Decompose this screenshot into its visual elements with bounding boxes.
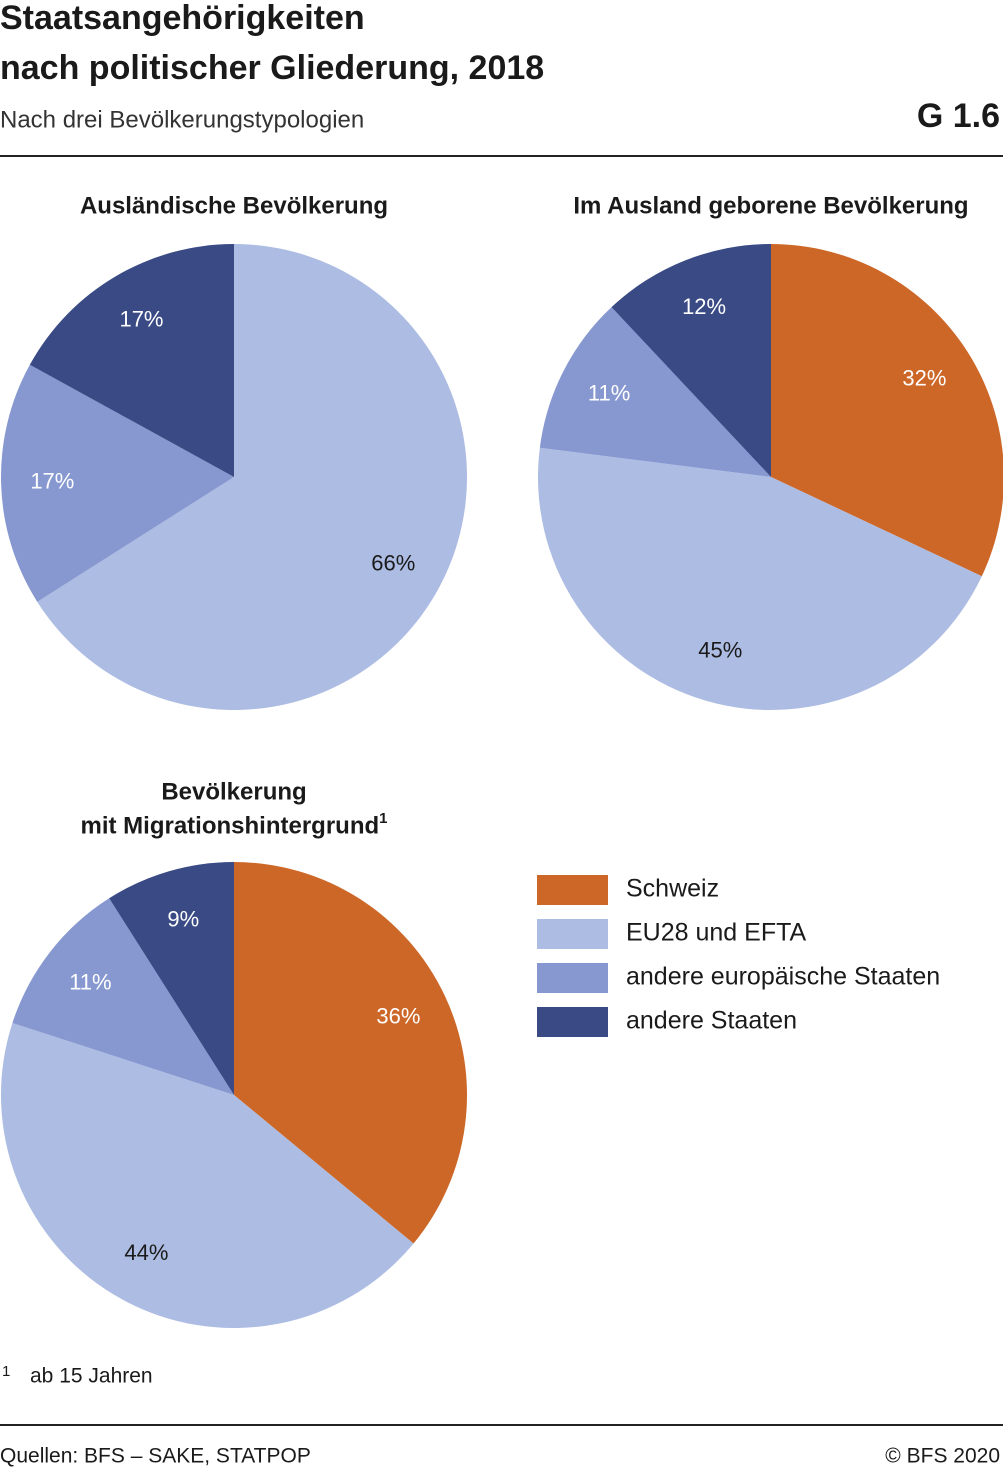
- subtitle: Nach drei Bevölkerungstypologien: [0, 106, 364, 133]
- legend-label: Schweiz: [626, 875, 719, 903]
- slice-label: 11%: [588, 380, 630, 405]
- legend-swatch: [537, 919, 608, 949]
- legend-swatch: [537, 1007, 608, 1037]
- pie-slice: [234, 862, 467, 1244]
- pie-slice: [537, 447, 982, 711]
- pie-slice: [109, 862, 234, 1095]
- pie-slice: [29, 244, 235, 477]
- pie-title: mit Migrationshintergrund1: [81, 810, 388, 839]
- pie-slice: [1, 1022, 414, 1328]
- copyright: © BFS 2020: [885, 1445, 1000, 1468]
- page-title-line: nach politischer Gliederung, 2018: [0, 49, 544, 87]
- slice-label: 9%: [167, 906, 199, 931]
- pie-slice: [611, 244, 771, 477]
- chart-code: G 1.6: [917, 97, 1000, 135]
- page-title-line: Staatsangehörigkeiten: [0, 0, 365, 37]
- pie-slice: [0, 364, 234, 602]
- legend-swatch: [537, 875, 608, 905]
- slice-label: 45%: [698, 637, 742, 662]
- slice-label: 36%: [376, 1003, 420, 1028]
- slice-label: 11%: [69, 969, 111, 994]
- pie-title: Im Ausland geborene Bevölkerung: [573, 192, 968, 219]
- slice-label: 66%: [371, 550, 415, 575]
- footnote-marker: 1: [2, 1363, 10, 1380]
- source: Quellen: BFS – SAKE, STATPOP: [0, 1445, 311, 1468]
- slice-label: 32%: [902, 365, 946, 390]
- legend-label: EU28 und EFTA: [626, 919, 807, 947]
- pie-slice: [771, 244, 1003, 577]
- slice-label: 12%: [682, 294, 726, 319]
- legend-label: andere europäische Staaten: [626, 963, 940, 991]
- footnote: ab 15 Jahren: [30, 1365, 153, 1388]
- pie-slice: [12, 898, 234, 1095]
- pie-slice: [539, 307, 771, 477]
- legend-swatch: [537, 963, 608, 993]
- slice-label: 17%: [119, 306, 163, 331]
- pie-slice: [37, 244, 467, 711]
- pie-title: Ausländische Bevölkerung: [80, 192, 388, 219]
- pie-title: Bevölkerung: [161, 778, 306, 805]
- title-note: 1: [379, 810, 387, 827]
- slice-label: 44%: [124, 1240, 168, 1265]
- legend-label: andere Staaten: [626, 1007, 797, 1035]
- slice-label: 17%: [30, 469, 74, 494]
